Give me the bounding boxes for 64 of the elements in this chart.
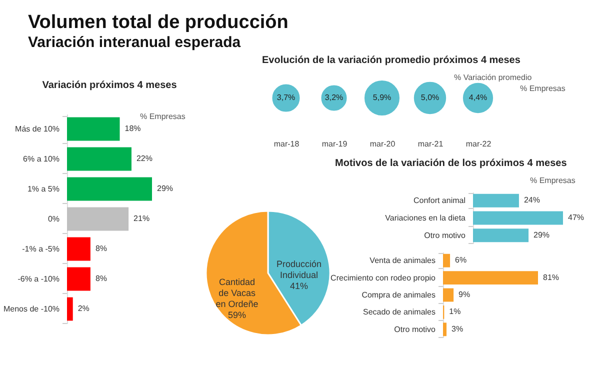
y-tick-label: Más de 10% [15, 124, 60, 134]
data-label: 47% [568, 213, 584, 222]
data-label: 5,9% [372, 93, 392, 102]
data-label: 81% [543, 272, 560, 282]
data-label: 5,0% [420, 93, 440, 102]
y-tick-label: Venta de animales [370, 256, 436, 266]
category-label: mar-21 [418, 140, 444, 148]
bar [67, 207, 129, 231]
data-label: 24% [524, 196, 540, 205]
y-tick-label: Variaciones en la dieta [385, 214, 466, 222]
y-tick-label: Menos de -10% [3, 304, 60, 314]
text: Variación interanual esperada [28, 34, 242, 51]
y-tick-label: Secado de animales [363, 308, 436, 317]
y-tick-label: Crecimiento con rodeo propio [330, 273, 436, 282]
data-label: 21% [134, 214, 150, 223]
category-label: mar-22 [466, 140, 492, 148]
bar [67, 117, 120, 141]
bar [67, 237, 90, 261]
bar [443, 322, 447, 336]
slice-label: Cantidad de Vacas en Ordeñe [216, 276, 258, 309]
bar [443, 254, 450, 268]
bar [67, 267, 90, 291]
text: % Variación promedio [454, 73, 532, 82]
data-label: 6% [455, 256, 467, 265]
bar [443, 271, 538, 285]
data-label: 9% [458, 290, 470, 299]
data-label: 59% [228, 310, 246, 320]
data-label: 3,2% [324, 93, 344, 102]
data-label: 4,4% [468, 93, 488, 102]
text: Evolución de la variación promedio próximos 4 meses [262, 55, 521, 66]
annotation: % Empresas [140, 112, 186, 121]
bar [67, 147, 132, 171]
data-label: 29% [157, 184, 174, 193]
bar [67, 297, 73, 321]
category-label: mar-20 [370, 140, 396, 148]
chart-title: Motivos de la variación de los próximos 4 meses [335, 158, 568, 169]
category-label: mar-18 [274, 140, 300, 148]
data-label: 8% [95, 244, 108, 253]
data-label: 29% [534, 230, 550, 240]
y-tick-label: 6% a 10% [23, 154, 60, 164]
data-label: 1% [449, 307, 461, 316]
category-label: mar-19 [322, 140, 348, 148]
text: % Empresas [530, 176, 576, 185]
bar [443, 288, 454, 302]
y-tick-label: Compra de animales [362, 290, 436, 300]
y-tick-label: -1% a -5% [22, 244, 60, 254]
data-label: 8% [95, 274, 108, 283]
data-label: 3% [452, 324, 464, 334]
y-tick-label: Otro motivo [424, 230, 466, 240]
data-label: 41% [290, 281, 308, 292]
y-tick-label: Otro motivo [394, 324, 436, 334]
data-label: 22% [136, 154, 152, 163]
y-tick-label: 1% a 5% [27, 184, 60, 194]
chart-title: Variación próximos 4 meses [42, 80, 178, 91]
text: Volumen total de producción [28, 12, 288, 34]
y-tick-label: -6% a -10% [18, 274, 60, 284]
data-label: 18% [124, 124, 141, 133]
y-tick-label: 0% [48, 214, 60, 224]
text: % Empresas [520, 84, 566, 93]
data-label: 2% [78, 304, 90, 313]
bar [67, 177, 152, 201]
slice-label: Producción Individual [276, 259, 322, 280]
data-label: 3,7% [276, 93, 296, 102]
y-tick-label: Confort animal [413, 196, 466, 206]
